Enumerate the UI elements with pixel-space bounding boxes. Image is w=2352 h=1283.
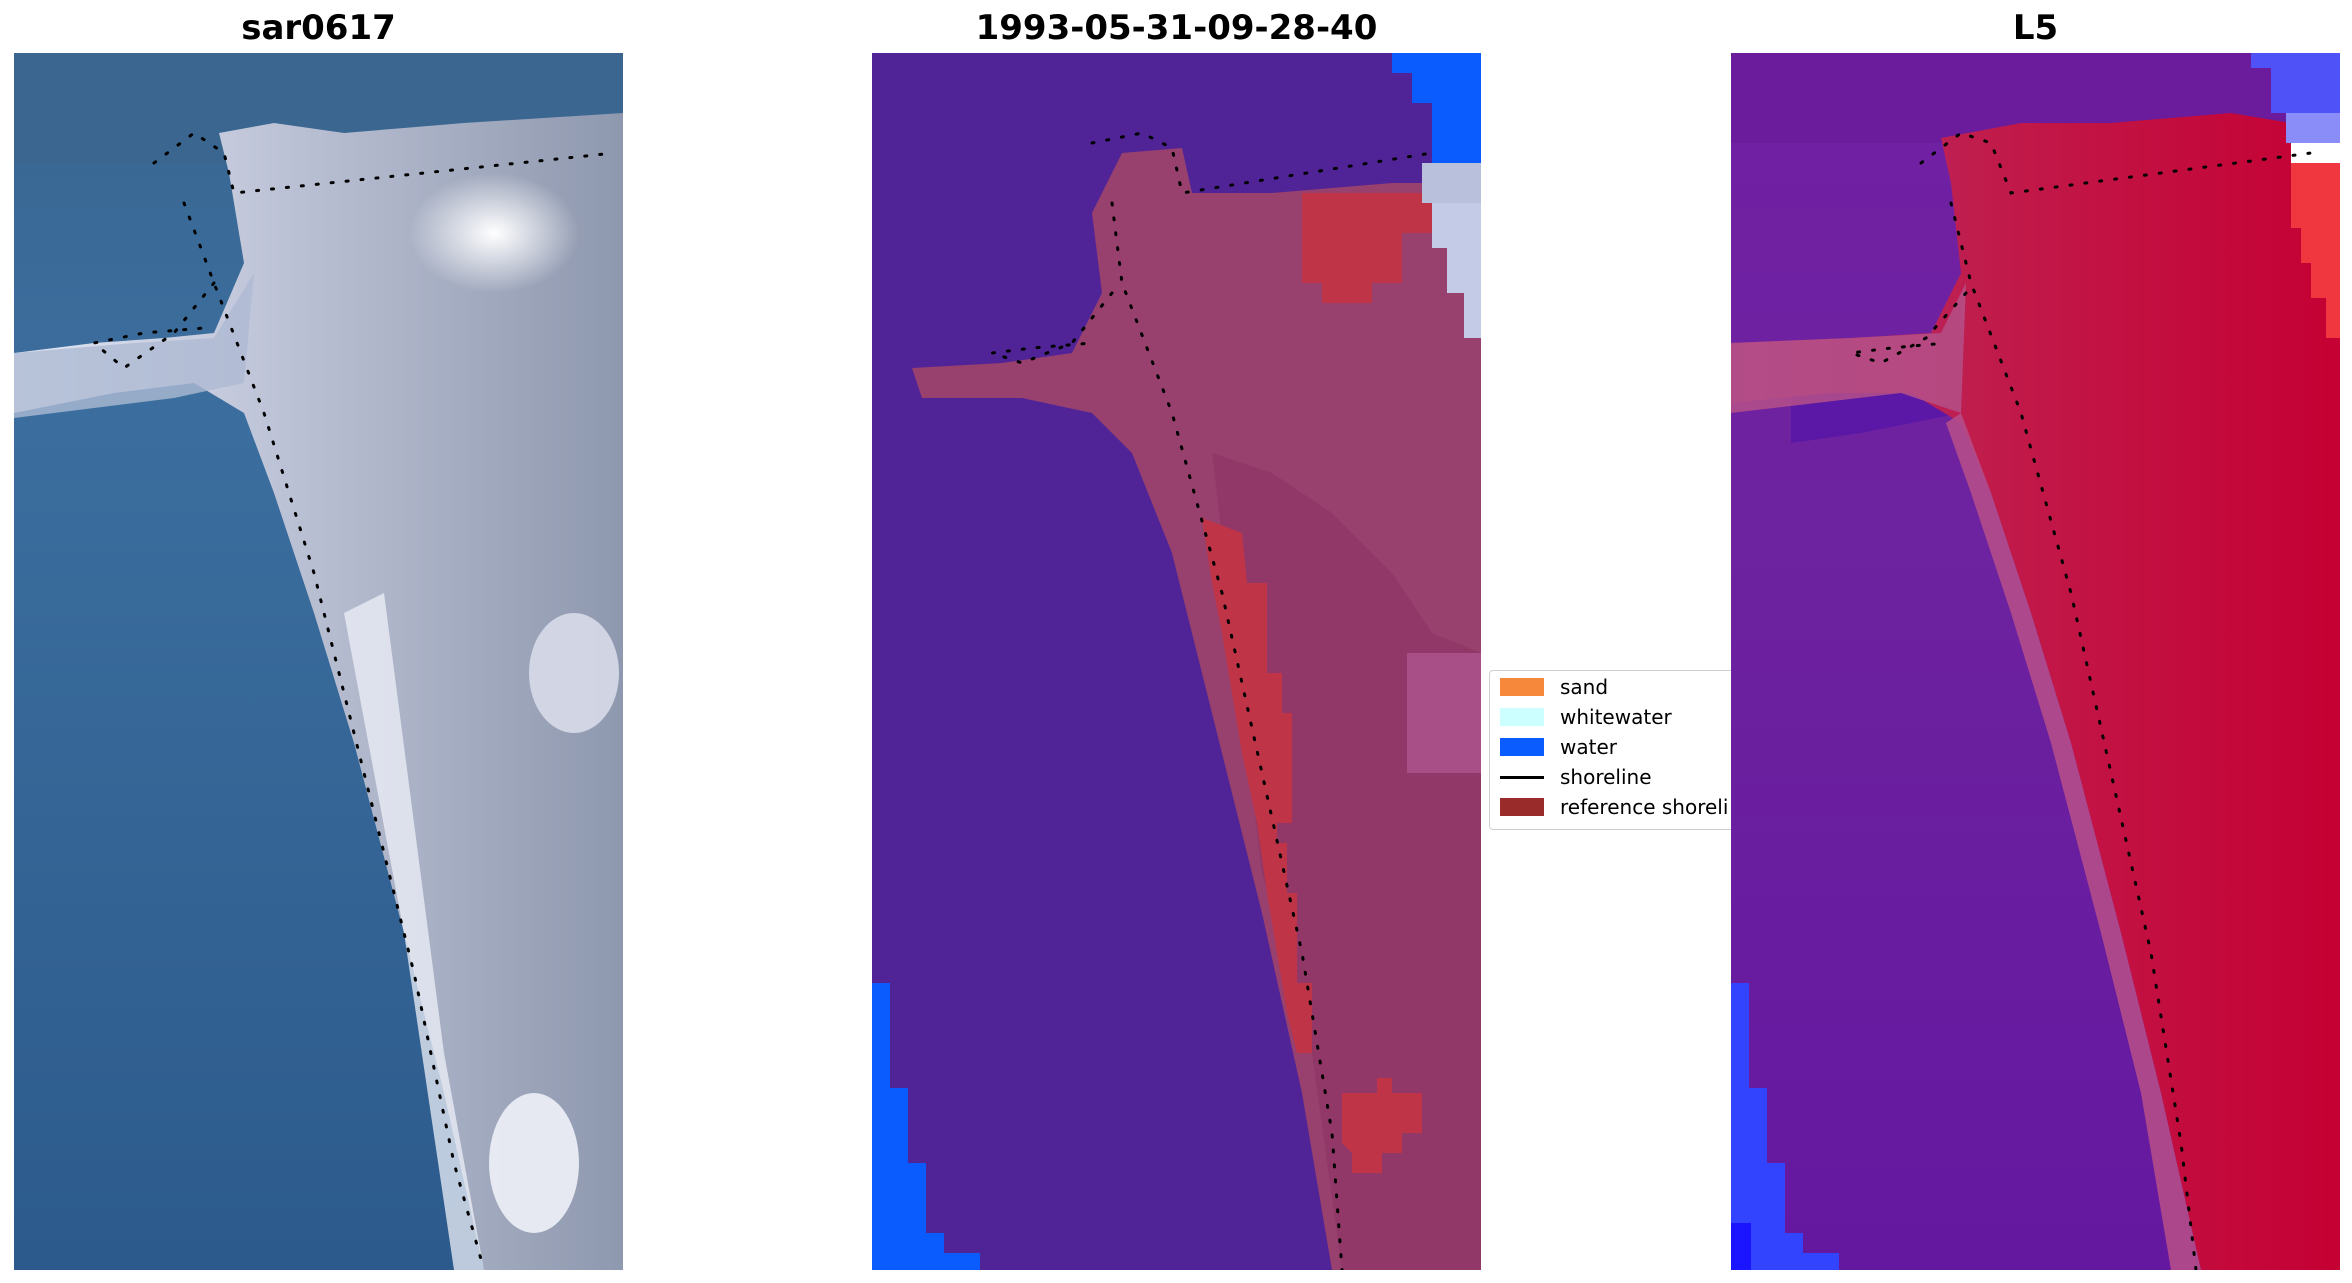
legend-item-whitewater: whitewater bbox=[1500, 705, 1672, 729]
water-swatch bbox=[1500, 738, 1544, 756]
reference-shoreline-swatch bbox=[1500, 798, 1544, 816]
whitewater-swatch bbox=[1500, 708, 1544, 726]
rgb-image bbox=[14, 53, 623, 1270]
sand-swatch bbox=[1500, 678, 1544, 696]
panel-title-classification: 1993-05-31-09-28-40 bbox=[975, 8, 1378, 48]
panel-title-index: L5 bbox=[2012, 8, 2059, 48]
classification-panel bbox=[872, 53, 1481, 1270]
legend-item-sand: sand bbox=[1500, 675, 1608, 699]
legend-label-reference-shoreline: reference shoreli bbox=[1560, 795, 1729, 819]
legend-label-water: water bbox=[1560, 735, 1617, 759]
legend-item-water: water bbox=[1500, 735, 1617, 759]
rgb-image-panel bbox=[14, 53, 623, 1270]
shoreline-line-icon bbox=[1500, 775, 1544, 779]
legend: sand whitewater water shoreline referenc… bbox=[1489, 670, 1739, 830]
index-map bbox=[1731, 53, 2340, 1270]
legend-item-shoreline: shoreline bbox=[1500, 765, 1652, 789]
panel-title-rgb: sar0617 bbox=[241, 8, 396, 48]
classification-map bbox=[872, 53, 1481, 1270]
legend-label-sand: sand bbox=[1560, 675, 1609, 699]
legend-item-reference-shoreline: reference shoreli bbox=[1500, 795, 1728, 819]
legend-label-shoreline: shoreline bbox=[1560, 765, 1652, 789]
index-panel bbox=[1731, 53, 2340, 1270]
legend-label-whitewater: whitewater bbox=[1560, 705, 1672, 729]
